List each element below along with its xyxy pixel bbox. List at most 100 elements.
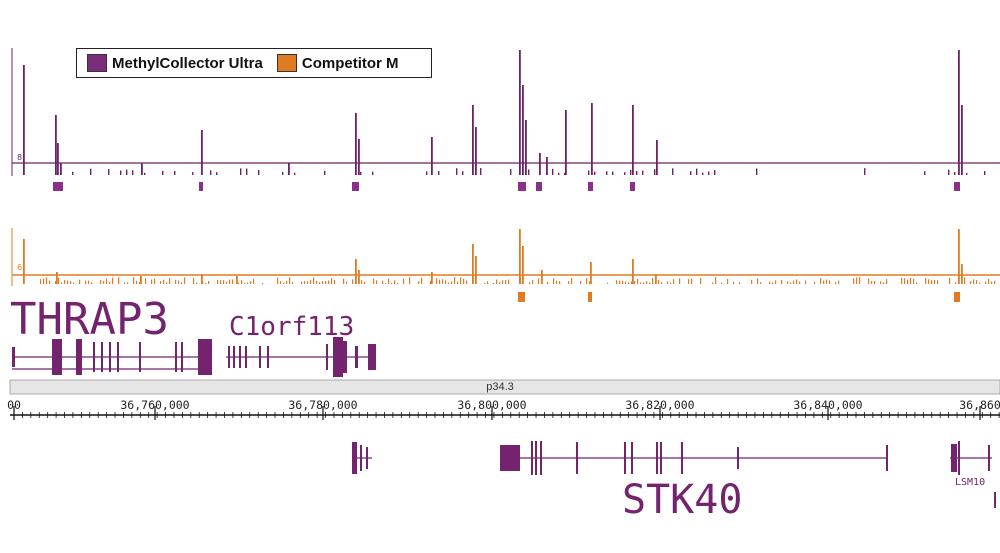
- ideogram-band-label: p34.3: [486, 381, 514, 393]
- signal-noise-bar: [319, 282, 321, 284]
- gene-exon: [52, 339, 62, 375]
- signal-noise-bar: [64, 280, 66, 284]
- signal-noise-bar: [208, 280, 210, 284]
- signal-peak-bar: [201, 130, 203, 175]
- gene-exon: [259, 346, 261, 368]
- signal-peak-bar: [236, 276, 238, 284]
- signal-peak-bar: [288, 163, 290, 175]
- signal-noise-bar: [901, 277, 903, 284]
- signal-noise-bar: [612, 171, 614, 175]
- signal-noise-bar: [445, 280, 447, 284]
- peak-call-block: [954, 182, 960, 191]
- signal-noise-bar: [439, 279, 441, 284]
- signal-noise-bar: [924, 171, 926, 175]
- gene-exon: [352, 442, 357, 474]
- signal-peak-bar: [57, 143, 59, 175]
- signal-peak-bar: [60, 163, 62, 175]
- signal-noise-bar: [346, 281, 348, 284]
- signal-peak-bar: [358, 139, 360, 175]
- signal-noise-bar: [571, 278, 573, 284]
- gene-label-stk40: STK40: [622, 477, 743, 523]
- signal-noise-bar: [907, 279, 909, 284]
- gene-exon: [181, 342, 183, 372]
- signal-noise-bar: [696, 168, 698, 175]
- signal-noise-bar: [487, 281, 489, 284]
- signal-noise-bar: [229, 279, 231, 284]
- signal-noise-bar: [679, 278, 681, 284]
- signal-noise-bar: [721, 282, 723, 284]
- peak-call-block: [536, 182, 542, 191]
- signal-noise-bar: [360, 171, 362, 175]
- signal-noise-bar: [702, 172, 704, 175]
- gene-exon: [958, 441, 960, 475]
- signal-noise-bar: [430, 280, 432, 284]
- signal-noise-bar: [376, 280, 378, 284]
- signal-noise-bar: [976, 280, 978, 284]
- gene-exon: [540, 441, 542, 475]
- peak-call-block: [518, 292, 525, 302]
- signal-noise-bar: [508, 279, 510, 284]
- gene-exon: [228, 346, 230, 368]
- signal-noise-bar: [163, 279, 165, 284]
- gene-exon: [531, 441, 533, 475]
- signal-noise-bar: [589, 281, 591, 284]
- signal-noise-bar: [751, 279, 753, 284]
- gene-exon: [239, 346, 241, 368]
- signal-peak-bar: [472, 244, 474, 284]
- signal-noise-bar: [964, 277, 966, 284]
- signal-noise-bar: [205, 282, 207, 284]
- signal-noise-bar: [672, 168, 674, 175]
- gene-exon: [624, 442, 626, 474]
- signal-noise-bar: [217, 279, 219, 284]
- signal-noise-bar: [462, 171, 464, 175]
- legend-label: MethylCollector Ultra: [112, 54, 263, 72]
- gene-exon: [886, 445, 888, 471]
- signal-noise-bar: [955, 282, 957, 284]
- gene-exon: [117, 342, 119, 372]
- chromosome-band: [9, 379, 1000, 395]
- signal-peak-bar: [655, 274, 657, 284]
- signal-noise-bar: [58, 277, 60, 284]
- peak-call-block: [352, 182, 359, 191]
- signal-noise-bar: [949, 278, 951, 284]
- signal-noise-bar: [364, 281, 366, 284]
- signal-noise-bar: [493, 282, 495, 284]
- signal-peak-bar: [475, 127, 477, 175]
- legend: MethylCollector Ultra Competitor M: [76, 48, 432, 78]
- signal-peak-bar: [358, 270, 360, 284]
- signal-noise-bar: [352, 279, 354, 284]
- signal-noise-bar: [223, 280, 225, 284]
- signal-peak-bar: [475, 256, 477, 284]
- signal-peak-bar: [23, 65, 25, 175]
- signal-noise-bar: [799, 281, 801, 284]
- gene-exon: [576, 442, 578, 474]
- signal-peak-bar: [522, 246, 524, 284]
- peak-call-block: [588, 292, 592, 302]
- signal-noise-bar: [564, 172, 566, 175]
- signal-noise-bar: [454, 277, 456, 284]
- signal-noise-bar: [181, 282, 183, 284]
- signal-noise-bar: [874, 280, 876, 284]
- signal-peak-bar: [546, 157, 548, 175]
- signal-noise-bar: [988, 278, 990, 284]
- signal-noise-bar: [244, 282, 246, 284]
- signal-noise-bar: [631, 281, 633, 284]
- signal-peak-bar: [958, 229, 960, 284]
- signal-noise-bar: [496, 279, 498, 284]
- signal-noise-bar: [210, 170, 212, 175]
- track-scale-label: 8: [17, 153, 22, 162]
- signal-noise-bar: [622, 280, 624, 284]
- gene-exon: [101, 342, 103, 372]
- gene-exon: [343, 341, 347, 373]
- signal-noise-bar: [714, 169, 716, 175]
- signal-noise-bar: [118, 277, 120, 284]
- signal-noise-bar: [166, 282, 168, 284]
- gene-exon: [360, 445, 362, 471]
- signal-noise-bar: [793, 280, 795, 284]
- signal-noise-bar: [856, 277, 858, 284]
- signal-noise-bar: [984, 171, 986, 175]
- peak-call-block: [199, 182, 203, 191]
- signal-noise-bar: [397, 282, 399, 284]
